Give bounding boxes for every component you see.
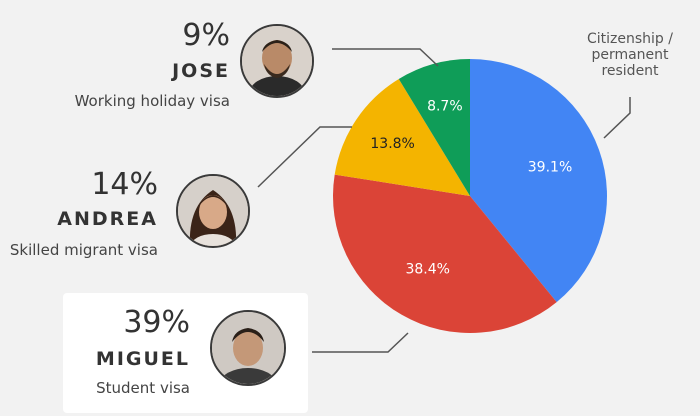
callout-line-3: resident — [601, 63, 659, 79]
pie-slice-0 — [470, 59, 608, 303]
slice-label-0: 39.1% — [528, 159, 572, 175]
callout-line-2: permanent — [591, 47, 669, 63]
avatar-miguel — [210, 310, 286, 386]
person-icon — [212, 312, 284, 384]
persona-name: ANDREA — [57, 208, 158, 230]
leader-line-miguel — [312, 332, 409, 353]
slice-label-1: 38.4% — [405, 262, 449, 278]
persona-percent: 14% — [91, 167, 158, 202]
persona-visa: Student visa — [96, 379, 190, 397]
persona-visa: Skilled migrant visa — [9, 241, 158, 259]
person-icon — [242, 26, 312, 96]
pie-slice-3 — [398, 59, 470, 196]
persona-name: JOSE — [172, 60, 230, 82]
persona-jose: 9% JOSE Working holiday visa — [30, 14, 230, 114]
persona-visa: Working holiday visa — [74, 92, 230, 110]
persona-percent: 9% — [182, 18, 230, 53]
leader-lines — [257, 48, 631, 353]
callout-citizenship: Citizenship / permanent resident — [572, 31, 688, 79]
callout-line-1: Citizenship / — [587, 31, 673, 47]
persona-percent: 39% — [123, 305, 190, 340]
leader-line-andrea — [257, 126, 352, 188]
persona-name: MIGUEL — [95, 348, 190, 370]
leader-line-citizenship — [603, 97, 631, 139]
person-icon — [178, 176, 248, 246]
pie-slice-1 — [333, 174, 557, 334]
avatar-jose — [240, 24, 314, 98]
leader-line-jose — [332, 48, 439, 67]
persona-miguel: 39% MIGUEL Student visa — [70, 303, 190, 403]
slice-label-2: 13.8% — [370, 136, 414, 152]
slice-label-3: 8.7% — [427, 98, 463, 114]
persona-andrea: 14% ANDREA Skilled migrant visa — [0, 165, 158, 265]
avatar-andrea — [176, 174, 250, 248]
pie-slice-2 — [334, 78, 470, 196]
